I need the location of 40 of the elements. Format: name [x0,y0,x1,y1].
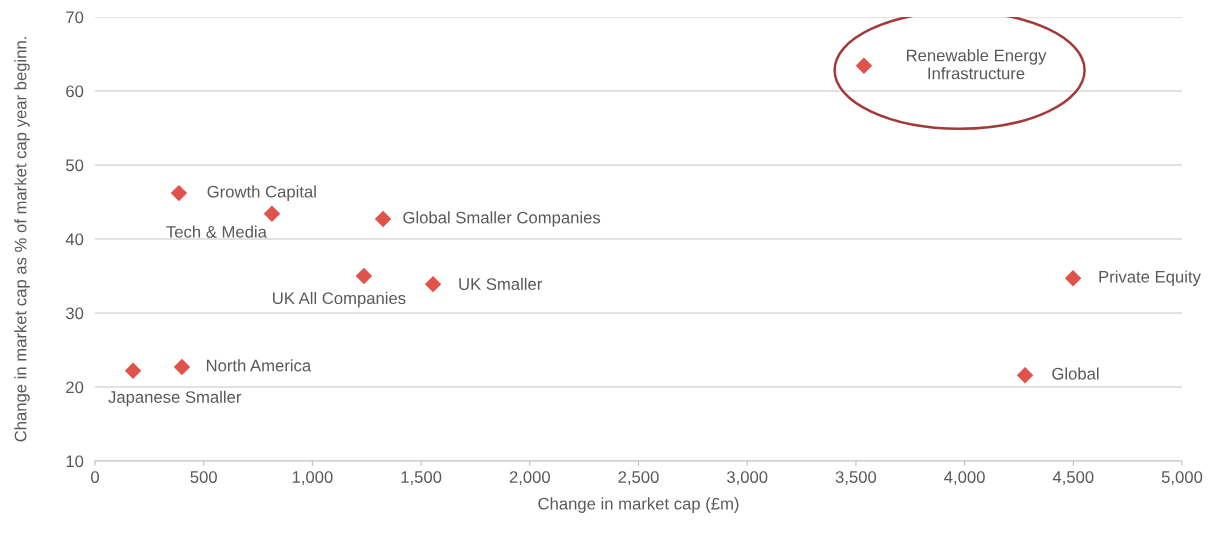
point [263,205,281,223]
annotation: Growth Capital [207,185,316,201]
y-tick-label: 60 [66,85,84,98]
annotation: Japanese Smaller [108,390,242,407]
x-tick-label: 500 [190,471,217,483]
annotation: Renewable Energy Infrastructure [906,49,1047,80]
y-tick-label: 30 [65,307,84,320]
x-tick-label: 0 [91,471,99,483]
annotation: Tech & Media [166,225,267,238]
point [1064,270,1082,287]
x-tick-label: 1,000 [292,471,333,485]
y-tick-label: 70 [66,11,84,24]
point [855,57,873,75]
point [424,275,442,293]
x-tick-label: 1,500 [401,471,442,485]
annotation: Global Smaller Companies [403,211,601,227]
x-tick-label: 4,500 [1052,471,1094,485]
y-tick-label: 20 [66,381,84,394]
annotation: Global [1052,367,1099,380]
x-axis-title: Change in market cap (£m) [538,497,739,513]
x-tick-label: 3,500 [835,471,877,485]
point [173,358,191,376]
x-tick-label: 2,000 [509,471,550,485]
point [124,362,142,379]
annotation: UK Smaller [459,277,543,290]
y-axis-title: Change in market cap as % of market cap year beginn. [14,37,30,442]
x-tick-label: 4,000 [944,471,985,485]
point [374,210,392,228]
point [355,267,373,285]
y-tick-label: 10 [66,455,84,468]
point [170,184,188,202]
x-tick-label: 3,000 [726,471,768,485]
y-tick-label: 40 [65,233,84,246]
x-tick-label: 2,500 [618,471,659,485]
annotation: North America [206,359,312,372]
x-tick-label: 5,000 [1161,471,1203,485]
point [1016,366,1034,384]
annotation: Private Equity [1099,270,1201,286]
annotation: UK All Companies [273,291,406,308]
y-tick-label: 50 [66,159,84,172]
